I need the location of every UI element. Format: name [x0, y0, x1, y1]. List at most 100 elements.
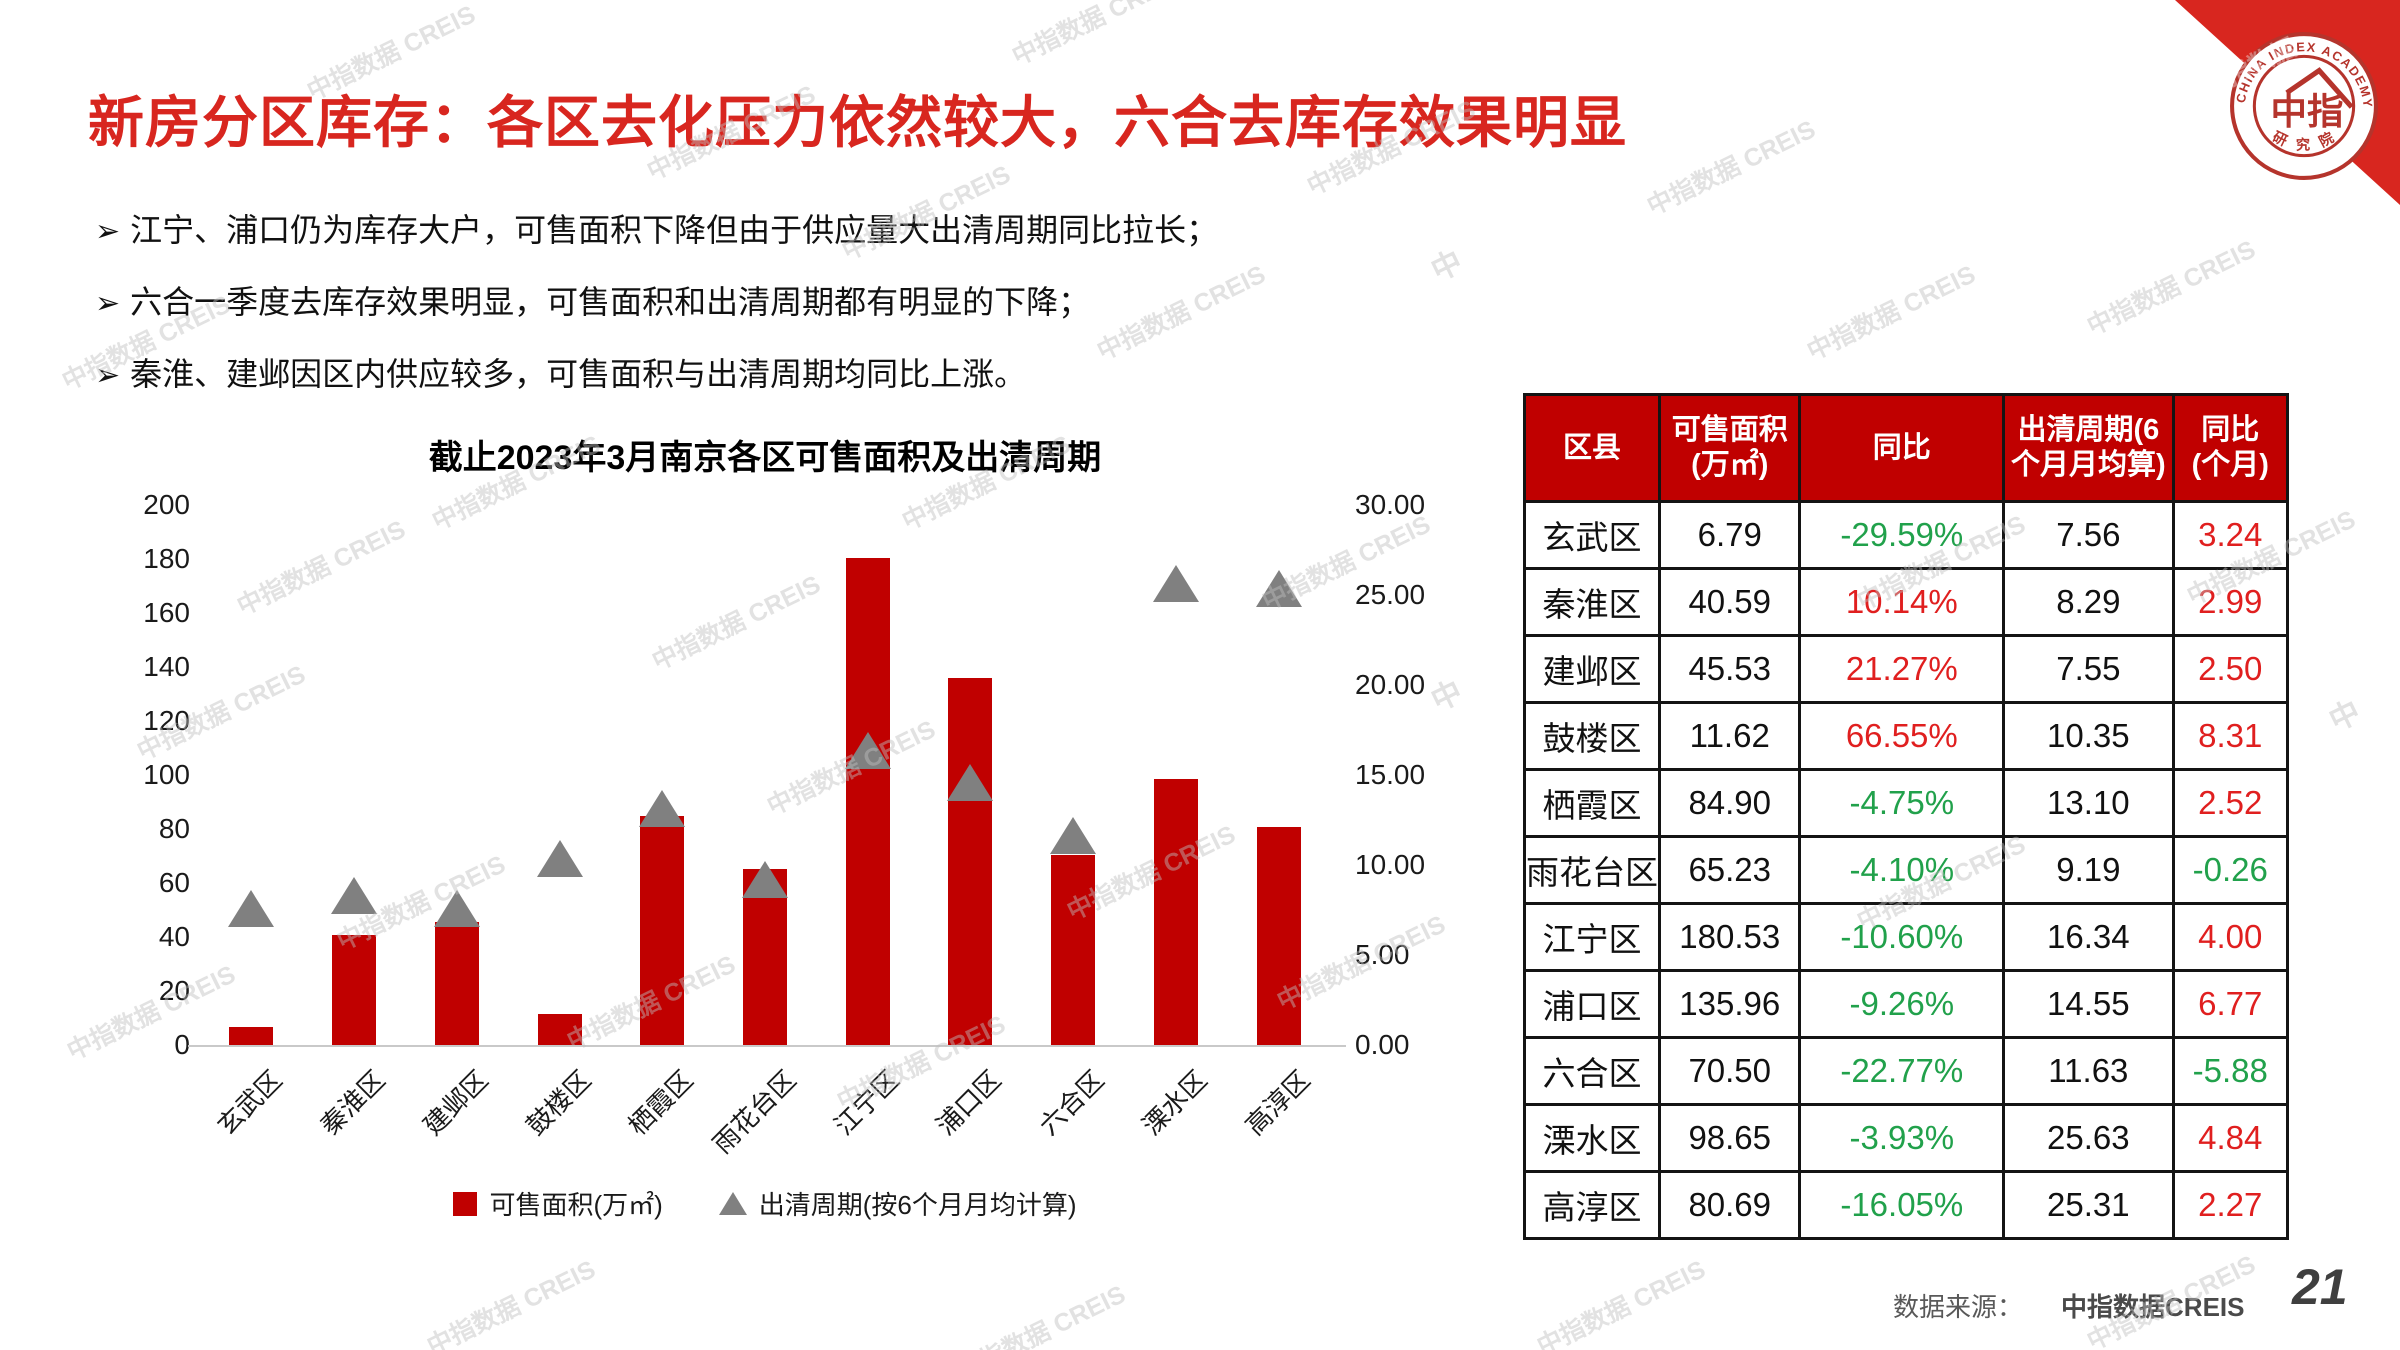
area-cell: 80.69	[1658, 1170, 1802, 1240]
cycle-yoy-cell: 2.27	[2171, 1170, 2290, 1240]
data-source-value: 中指数据CREIS	[2061, 1292, 2245, 1322]
table-row: 浦口区 135.96 -9.26% 14.55 6.77	[1522, 969, 2290, 1039]
bar-swatch-icon	[453, 1191, 478, 1216]
chart-legend: 可售面积(万㎡) 出清周期(按6个月月均计算)	[200, 1185, 1330, 1222]
legend-item-area: 可售面积(万㎡)	[453, 1185, 663, 1222]
cycle-triangle	[1152, 564, 1199, 602]
cycle-triangle	[536, 839, 583, 877]
area-yoy-cell: -3.93%	[1798, 1103, 2006, 1173]
table-row: 鼓楼区 11.62 66.55% 10.35 8.31	[1522, 701, 2290, 771]
legend-label-area: 可售面积(万㎡)	[489, 1190, 663, 1220]
cycle-yoy-cell: -5.88	[2171, 1036, 2290, 1106]
y-axis-tick-left: 160	[143, 597, 190, 628]
cycle-yoy-cell: 2.99	[2171, 567, 2290, 637]
y-axis-tick-left: 60	[158, 867, 190, 898]
area-yoy-cell: 10.14%	[1798, 567, 2006, 637]
area-cell: 45.53	[1658, 634, 1802, 704]
bar	[1051, 854, 1096, 1045]
area-cell: 135.96	[1658, 969, 1802, 1039]
y-axis-tick-left: 180	[143, 543, 190, 574]
table-row: 六合区 70.50 -22.77% 11.63 -5.88	[1522, 1036, 2290, 1106]
area-cell: 180.53	[1658, 902, 1802, 972]
bullet-1: ➢ 江宁、浦口仍为库存大户，可售面积下降但由于供应量大出清周期同比拉长；	[95, 205, 1218, 251]
table-row: 江宁区 180.53 -10.60% 16.34 4.00	[1522, 902, 2290, 972]
district-cell: 浦口区	[1522, 969, 1662, 1039]
bullet-3-text: 秦淮、建邺因区内供应较多，可售面积与出清周期均同比上涨。	[130, 356, 1027, 392]
col-header-cycle-yoy: 同比 (个月)	[2171, 393, 2290, 503]
area-cell: 11.62	[1658, 701, 1802, 771]
logo-roof-icon	[2285, 67, 2354, 109]
y-axis-tick-left: 40	[158, 921, 190, 952]
area-yoy-cell: -22.77%	[1798, 1036, 2006, 1106]
col-header-area-yoy: 同比	[1798, 393, 2006, 503]
cycle-yoy-cell: 6.77	[2171, 969, 2290, 1039]
area-yoy-cell: -9.26%	[1798, 969, 2006, 1039]
col-header-district: 区县	[1522, 393, 1662, 503]
bar	[948, 677, 993, 1045]
area-cell: 6.79	[1658, 500, 1802, 570]
cycle-triangle	[228, 889, 275, 927]
cycle-cell: 9.19	[2002, 835, 2175, 905]
table-row: 雨花台区 65.23 -4.10% 9.19 -0.26	[1522, 835, 2290, 905]
watermark: 中指数据 CREIS	[1092, 260, 1270, 366]
watermark-short: 中	[1426, 245, 1468, 288]
cycle-triangle	[433, 890, 480, 928]
watermark: 中指数据 CREIS	[1802, 260, 1980, 366]
cycle-yoy-cell: 4.00	[2171, 902, 2290, 972]
cycle-triangle	[639, 790, 686, 828]
cycle-triangle	[331, 876, 378, 914]
logo-center-text: 中指	[2271, 91, 2344, 132]
chart-title: 截止2023年3月南京各区可售面积及出清周期	[428, 439, 1102, 477]
cycle-yoy-cell: 4.84	[2171, 1103, 2290, 1173]
watermark: 中指数据 CREIS	[1532, 1255, 1710, 1350]
area-yoy-cell: -16.05%	[1798, 1170, 2006, 1240]
page-title: 新房分区库存：各区去化压力依然较大，六合去库存效果明显	[88, 91, 1627, 154]
bar	[640, 815, 685, 1045]
area-yoy-cell: -4.10%	[1798, 835, 2006, 905]
cycle-cell: 13.10	[2002, 768, 2175, 838]
y-axis-tick-right: 15.00	[1355, 759, 1426, 790]
district-cell: 高淳区	[1522, 1170, 1662, 1240]
cycle-cell: 11.63	[2002, 1036, 2175, 1106]
cycle-yoy-cell: 8.31	[2171, 701, 2290, 771]
district-cell: 雨花台区	[1522, 835, 1662, 905]
watermark-short: 中	[2324, 695, 2366, 738]
cycle-triangle	[742, 860, 788, 898]
cycle-cell: 7.56	[2002, 500, 2175, 570]
bar	[434, 922, 479, 1045]
bullet-2: ➢ 六合一季度去库存效果明显，可售面积和出清周期都有明显的下降；	[95, 277, 1090, 323]
cycle-cell: 8.29	[2002, 567, 2175, 637]
table-row: 溧水区 98.65 -3.93% 25.63 4.84	[1522, 1103, 2290, 1173]
district-inventory-table: 区县 可售面积 (万㎡) 同比 出清周期(6 个月月均算) 同比 (个月) 玄武…	[1522, 393, 2290, 1240]
watermark: 中指数据 CREIS	[1642, 115, 1820, 221]
bar	[229, 1026, 274, 1045]
y-axis-tick-left: 140	[143, 651, 190, 682]
cycle-yoy-cell: 3.24	[2171, 500, 2290, 570]
cycle-cell: 7.55	[2002, 634, 2175, 704]
y-axis-tick-left: 200	[143, 489, 190, 520]
district-cell: 玄武区	[1522, 500, 1662, 570]
combo-chart: 截止2023年3月南京各区可售面积及出清周期 0 20 40 60 80 100 120 14…	[130, 430, 1460, 1240]
china-index-academy-logo-icon: CHINA INDEX ACADEMY 研 究 院 中指	[2230, 32, 2378, 180]
table-row: 秦淮区 40.59 10.14% 8.29 2.99	[1522, 567, 2290, 637]
bar	[743, 868, 787, 1045]
cycle-cell: 14.55	[2002, 969, 2175, 1039]
y-axis-tick-left: 0	[174, 1029, 190, 1060]
cycle-yoy-cell: 2.50	[2171, 634, 2290, 704]
area-cell: 98.65	[1658, 1103, 1802, 1173]
y-axis-tick-right: 20.00	[1355, 669, 1426, 700]
area-yoy-cell: 21.27%	[1798, 634, 2006, 704]
area-yoy-cell: -4.75%	[1798, 768, 2006, 838]
bullet-arrow-icon: ➢	[95, 359, 121, 392]
district-cell: 鼓楼区	[1522, 701, 1662, 771]
bullet-arrow-icon: ➢	[95, 287, 121, 320]
cycle-triangle	[947, 764, 994, 802]
y-axis-tick-right: 5.00	[1355, 939, 1410, 970]
bar	[845, 557, 890, 1045]
district-cell: 六合区	[1522, 1036, 1662, 1106]
legend-item-cycle: 出清周期(按6个月月均计算)	[718, 1185, 1077, 1222]
district-cell: 江宁区	[1522, 902, 1662, 972]
district-cell: 溧水区	[1522, 1103, 1662, 1173]
data-source-label: 数据来源：	[1893, 1292, 2024, 1322]
